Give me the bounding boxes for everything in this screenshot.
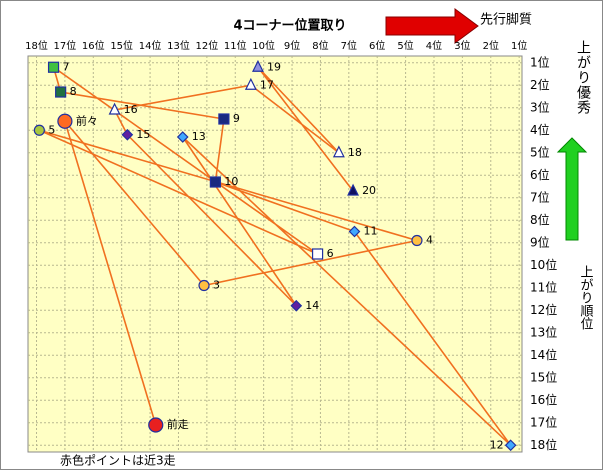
point-label: 12 [490,438,504,451]
x-tick-label: 17位 [54,39,77,52]
y-label: 上がり順位 [578,265,594,330]
point-label: 11 [363,225,377,238]
point-label: 17 [260,78,274,91]
point-label: 9 [233,112,240,125]
point-label: 15 [136,128,150,141]
x-tick-label: 15位 [110,39,133,52]
y-tick-label: 9位 [530,234,550,249]
x-tick-label: 5位 [397,39,413,52]
point [504,439,517,452]
x-tick-label: 6位 [369,39,385,52]
y-tick-label: 6位 [530,167,550,182]
point [290,299,303,312]
y-tick-label: 11位 [530,279,557,294]
point-label: 前々 [76,113,98,127]
point [108,102,121,115]
x-tick-label: 18位 [25,39,48,52]
y-tick-label: 16位 [530,392,557,407]
x-tick-label: 1位 [511,39,527,52]
y-note-top: 上がり優秀 [575,40,591,115]
point-label: 8 [70,85,77,98]
point-label: 20 [362,184,376,197]
x-tick-label: 9位 [284,39,300,52]
point [218,113,230,125]
point-label: 6 [327,247,334,260]
point [411,234,423,247]
x-tick-label: 10位 [252,39,275,52]
point [347,183,360,196]
point-label: 7 [63,60,70,73]
y-tick-label: 8位 [530,212,550,227]
point [332,145,345,158]
y-tick-label: 15位 [530,369,557,384]
point-label: 3 [213,279,220,292]
x-tick-label: 8位 [312,39,328,52]
point [348,225,361,238]
y-tick-label: 10位 [530,257,557,272]
point-label: 14 [305,299,319,312]
x-tick-label: 16位 [82,39,105,52]
y-tick-label: 1位 [530,54,550,69]
point-label: 16 [124,103,138,116]
point [148,417,164,433]
y-tick-label: 18位 [530,437,557,452]
chart-title: 4コーナー位置取り [233,18,346,34]
point [121,128,134,141]
y-tick-label: 3位 [530,99,550,114]
point [176,131,189,143]
arrow-right [385,8,479,44]
series-line [39,65,512,446]
footnote: 赤色ポイントは近3走 [60,454,176,468]
x-tick-label: 13位 [167,39,190,52]
point [57,113,73,129]
x-note: 先行脚質 [480,12,532,28]
x-tick-label: 7位 [341,39,357,52]
point-label: 4 [426,234,433,247]
point-label: 19 [267,60,281,73]
point [198,279,210,292]
point [33,124,45,136]
point [209,176,221,188]
point [244,77,257,90]
y-tick-label: 12位 [530,302,557,317]
x-tick-label: 2位 [483,39,499,52]
y-tick-label: 2位 [530,77,550,92]
point-label: 18 [348,146,362,159]
point-label: 13 [192,130,206,143]
point [47,61,60,73]
x-tick-label: 3位 [454,39,470,52]
point [55,86,67,98]
y-tick-label: 4位 [530,122,550,137]
x-tick-label: 4位 [426,39,442,52]
point [251,59,264,72]
x-tick-label: 11位 [224,39,247,52]
y-tick-label: 17位 [530,414,557,429]
y-tick-label: 14位 [530,347,557,362]
point-label: 前走 [167,417,189,431]
y-tick-label: 7位 [530,189,550,204]
point [311,248,324,260]
plot-area [27,55,523,453]
point-label: 5 [48,123,55,136]
point-label: 10 [224,175,238,188]
x-tick-label: 14位 [139,39,162,52]
x-tick-label: 12位 [195,39,218,52]
y-tick-label: 13位 [530,324,557,339]
y-tick-label: 5位 [530,144,550,159]
arrow-up [556,137,588,241]
